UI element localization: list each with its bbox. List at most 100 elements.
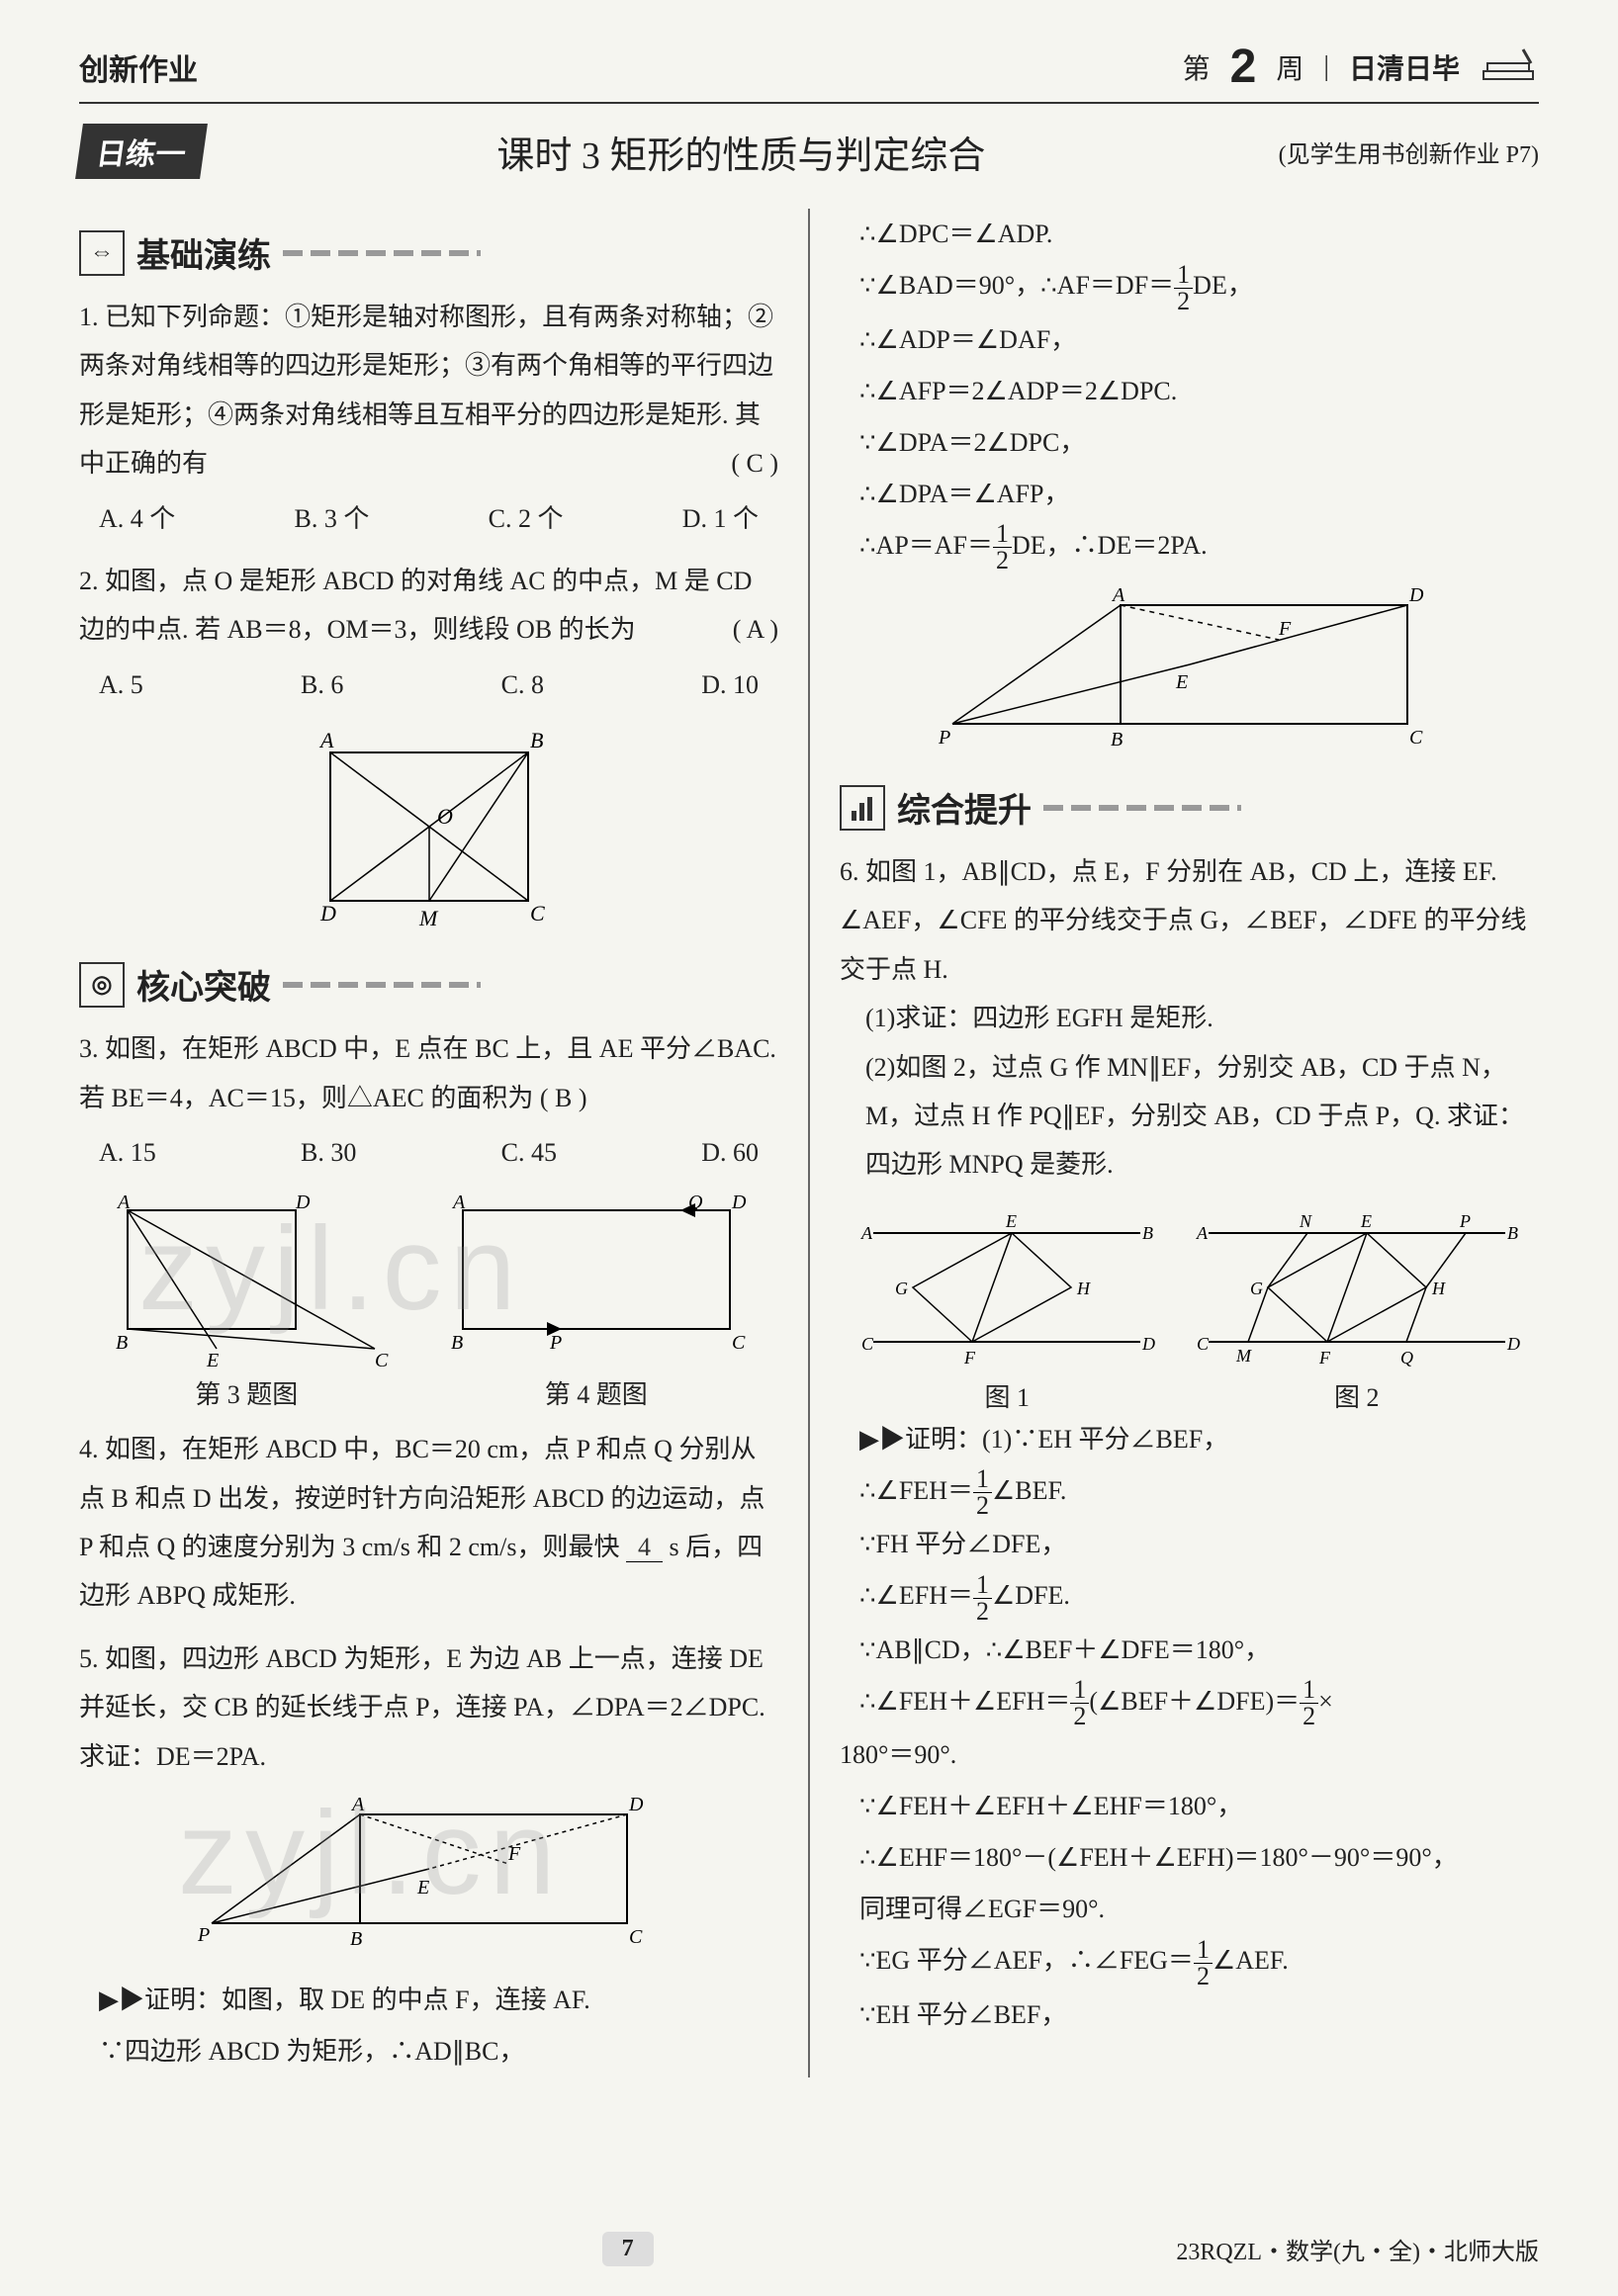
svg-text:C: C [629, 1926, 643, 1948]
underline-icon [1043, 805, 1241, 811]
books-icon [1480, 47, 1539, 87]
svg-text:P: P [197, 1924, 210, 1946]
q6-text: 6. 如图 1，AB∥CD，点 E，F 分别在 AB，CD 上，连接 EF. ∠… [840, 847, 1539, 994]
svg-text:A: A [1196, 1223, 1209, 1243]
svg-text:B: B [350, 1928, 362, 1950]
underline-icon [283, 982, 481, 988]
p6-l1: ∴∠FEH＝12∠BEF. [859, 1465, 1539, 1520]
week-prefix: 第 [1183, 47, 1211, 87]
svg-text:B: B [1111, 729, 1123, 751]
svg-text:P: P [549, 1332, 562, 1354]
figure-6a: A E B C F D G H 图 1 [854, 1203, 1160, 1414]
page-number: 7 [602, 2232, 654, 2266]
svg-text:P: P [938, 727, 950, 749]
svg-text:Q: Q [1400, 1348, 1413, 1368]
svg-text:H: H [1076, 1279, 1091, 1298]
svg-text:M: M [418, 906, 439, 930]
svg-text:D: D [295, 1192, 311, 1213]
q3-choice-b: B. 30 [301, 1128, 356, 1177]
svg-text:H: H [1431, 1279, 1446, 1298]
arrows-icon: ⇔ [79, 230, 125, 276]
chart-icon [840, 785, 885, 831]
section-advanced-header: 综合提升 [840, 783, 1539, 832]
p6-l9: 同理可得∠EGF＝90°. [859, 1884, 1539, 1935]
problem-4: 4. 如图，在矩形 ABCD 中，BC＝20 cm，点 P 和点 Q 分别从点 … [79, 1425, 778, 1621]
p6-l4: ∵AB∥CD，∴∠BEF＋∠DFE＝180°， [859, 1625, 1539, 1676]
q1-answer: ( C ) [731, 439, 778, 487]
q1-choice-a: A. 4 个 [99, 494, 175, 543]
title-row: 日练一 课时 3 矩形的性质与判定综合 (见学生用书创新作业 P7) [79, 124, 1539, 179]
svg-text:G: G [1250, 1279, 1263, 1298]
section-core-title: 核心突破 [136, 960, 271, 1009]
svg-text:C: C [861, 1334, 874, 1354]
svg-text:F: F [1318, 1348, 1331, 1368]
fig3-label: 第 3 题图 [98, 1374, 395, 1411]
q2-choice-d: D. 10 [701, 661, 759, 709]
figures-3-4: zyjl.cn A D B C E 第 3 题图 A [79, 1191, 778, 1411]
section-basics-title: 基础演练 [136, 228, 271, 277]
p6-l3: ∴∠EFH＝12∠DFE. [859, 1570, 1539, 1625]
p6-l11: ∵EH 平分∠BEF， [859, 1989, 1539, 2041]
rp-l1: ∴∠DPC＝∠ADP. [859, 209, 1539, 260]
left-column: ⇔ 基础演练 1. 已知下列命题：①矩形是轴对称图形，且有两条对称轴；②两条对角… [79, 209, 778, 2077]
lesson-title: 课时 3 矩形的性质与判定综合 [233, 125, 1249, 179]
proof5-header: ▶▶证明：如图，取 DE 的中点 F，连接 AF. [99, 1975, 778, 2026]
rp-l4: ∴∠AFP＝2∠ADP＝2∠DPC. [859, 366, 1539, 417]
rp-l7: ∴AP＝AF＝12DE，∴DE＝2PA. [859, 520, 1539, 574]
q5-text: 5. 如图，四边形 ABCD 为矩形，E 为边 AB 上一点，连接 DE 并延长… [79, 1644, 765, 1771]
right-column: ∴∠DPC＝∠ADP. ∵∠BAD＝90°，∴AF＝DF＝12DE， ∴∠ADP… [840, 209, 1539, 2077]
underline-icon [283, 250, 481, 256]
q4-text: 4. 如图，在矩形 ABCD 中，BC＝20 cm，点 P 和点 Q 分别从点 … [79, 1435, 764, 1561]
svg-text:M: M [1235, 1346, 1252, 1366]
q3-choices: A. 15 B. 30 C. 45 D. 60 [79, 1128, 778, 1177]
column-divider [808, 209, 810, 2077]
q1-choices: A. 4 个 B. 3 个 C. 2 个 D. 1 个 [79, 494, 778, 543]
svg-text:B: B [1507, 1223, 1518, 1243]
svg-text:O: O [437, 804, 453, 829]
svg-text:E: E [1005, 1211, 1017, 1231]
svg-text:A: A [318, 728, 334, 752]
p6-l6: 180°＝90°. [840, 1729, 1539, 1781]
figure-3: A D B C E 第 3 题图 [98, 1191, 395, 1411]
svg-text:F: F [963, 1348, 976, 1368]
svg-text:P: P [1459, 1211, 1471, 1231]
footer-code: 23RQZL・数学(九・全)・北师大版 [1176, 2232, 1539, 2266]
svg-text:C: C [1197, 1334, 1210, 1354]
page-header: 创新作业 第 2 周 | 日清日毕 [79, 40, 1539, 104]
problem-6: 6. 如图 1，AB∥CD，点 E，F 分别在 AB，CD 上，连接 EF. ∠… [840, 847, 1539, 1190]
problem-3: 3. 如图，在矩形 ABCD 中，E 点在 BC 上，且 AE 平分∠BAC. … [79, 1024, 778, 1177]
target-icon: ◎ [79, 962, 125, 1008]
svg-text:A: A [350, 1795, 365, 1815]
q1-choice-c: C. 2 个 [489, 494, 564, 543]
q2-choice-b: B. 6 [301, 661, 343, 709]
figure-4: A D B C P Q 第 4 题图 [433, 1191, 760, 1411]
problem-5: 5. 如图，四边形 ABCD 为矩形，E 为边 AB 上一点，连接 DE 并延长… [79, 1634, 778, 1781]
svg-text:D: D [1141, 1334, 1155, 1354]
fig4-label: 第 4 题图 [433, 1374, 760, 1411]
svg-text:A: A [860, 1223, 873, 1243]
header-left: 创新作业 [79, 45, 198, 89]
rp-l5: ∵∠DPA＝2∠DPC， [859, 417, 1539, 469]
main-columns: ⇔ 基础演练 1. 已知下列命题：①矩形是轴对称图形，且有两条对称轴；②两条对角… [79, 209, 1539, 2077]
q3-choice-c: C. 45 [501, 1128, 557, 1177]
figure-5: zyjl.cn A D P B C E F [79, 1795, 778, 1963]
svg-text:E: E [206, 1350, 219, 1369]
figure-6b: A N E P B C M F Q D G H 图 2 [1189, 1203, 1525, 1414]
svg-text:C: C [732, 1332, 746, 1354]
svg-text:E: E [1360, 1211, 1372, 1231]
header-tag: 日清日毕 [1349, 47, 1460, 87]
q3-text: 3. 如图，在矩形 ABCD 中，E 点在 BC 上，且 AE 平分∠BAC. … [79, 1034, 776, 1111]
section-advanced-title: 综合提升 [897, 783, 1032, 832]
section-basics-header: ⇔ 基础演练 [79, 228, 778, 277]
p6-l7: ∵∠FEH＋∠EFH＋∠EHF＝180°， [859, 1781, 1539, 1832]
svg-text:C: C [530, 901, 545, 926]
svg-text:C: C [375, 1350, 389, 1369]
svg-text:B: B [451, 1332, 463, 1354]
problem-2: 2. 如图，点 O 是矩形 ABCD 的对角线 AC 的中点，M 是 CD 边的… [79, 557, 778, 709]
figure-2: A B C D O M [79, 723, 778, 940]
svg-text:E: E [416, 1877, 429, 1899]
week-suffix: 周 [1276, 47, 1303, 87]
week-number: 2 [1230, 40, 1257, 94]
svg-text:A: A [116, 1192, 131, 1213]
section-core-header: ◎ 核心突破 [79, 960, 778, 1009]
